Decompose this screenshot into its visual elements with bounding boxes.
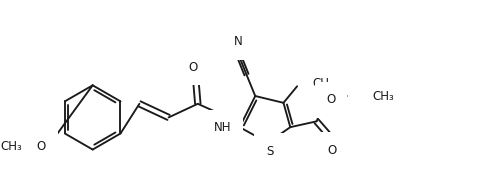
Text: CH₃: CH₃: [312, 77, 334, 90]
Text: O: O: [327, 144, 336, 157]
Text: S: S: [266, 145, 273, 158]
Text: O: O: [37, 140, 46, 153]
Text: O: O: [326, 93, 335, 106]
Text: O: O: [188, 61, 197, 74]
Text: NH: NH: [213, 121, 230, 134]
Text: CH₃: CH₃: [1, 140, 23, 153]
Text: N: N: [234, 35, 242, 48]
Text: CH₃: CH₃: [371, 90, 393, 102]
